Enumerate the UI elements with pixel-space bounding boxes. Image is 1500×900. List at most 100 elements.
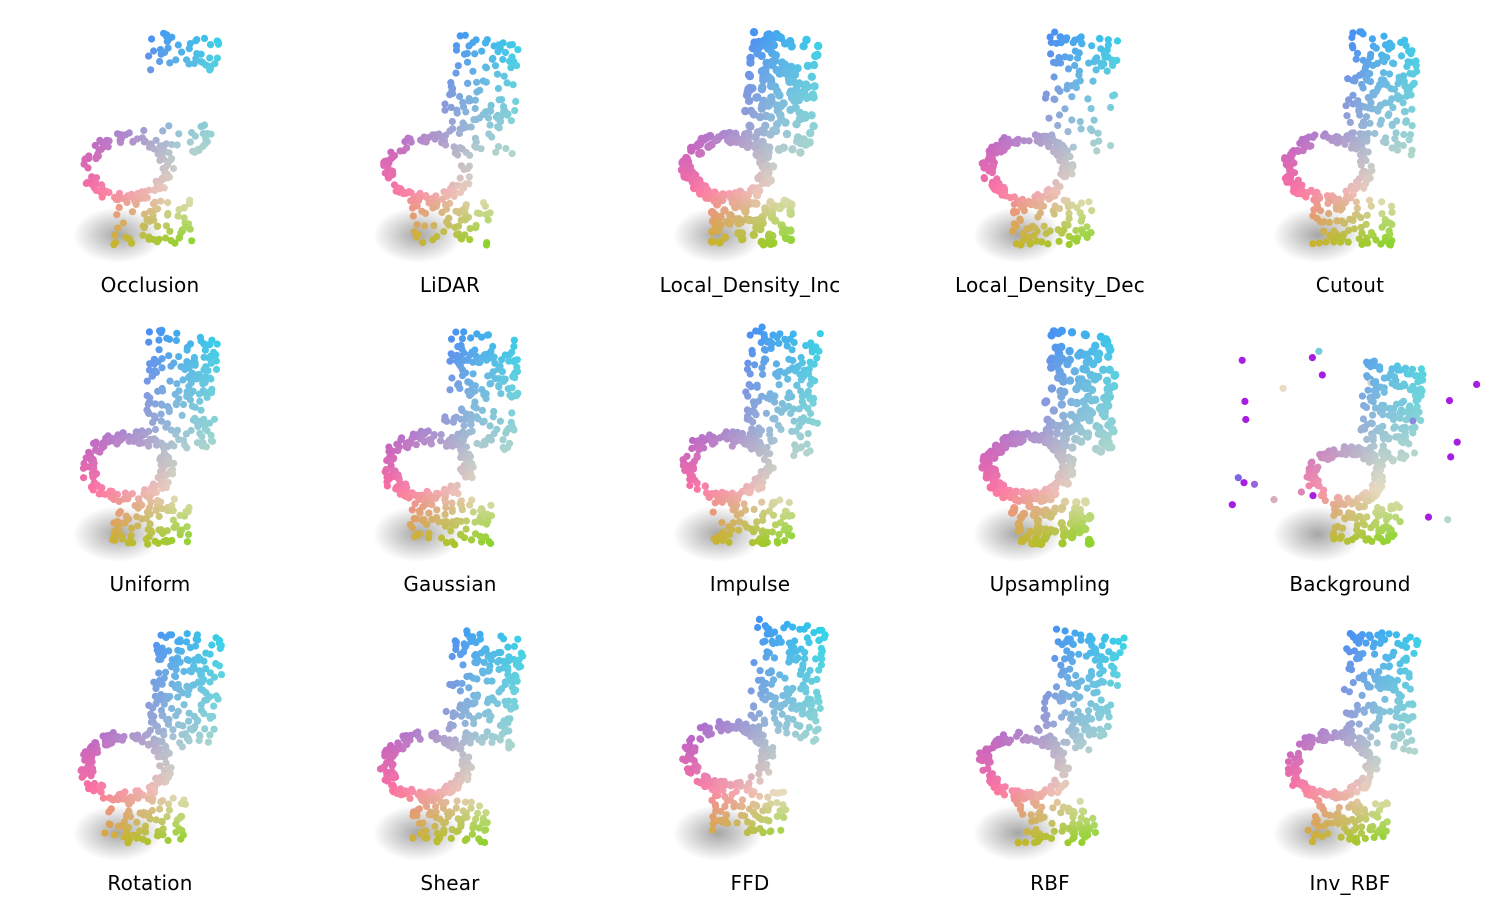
cloud-point [1305,482,1313,490]
cloud-point [744,392,752,400]
cloud-point [1017,241,1025,249]
cloud-point [484,216,492,224]
cloud-point [1072,398,1082,408]
cloud-point [1058,456,1067,465]
cloud-point [1377,240,1385,248]
cloud-point [719,536,727,544]
cloud-point [157,50,165,58]
cloud-point [1412,397,1420,405]
cloud-point [456,32,464,40]
cloud-point [1372,236,1380,244]
cloud-point [172,401,180,409]
cloud-point [1058,539,1067,548]
cloud-point [477,145,485,153]
cloud-point [1413,403,1421,411]
outlier-point [1445,397,1454,405]
cloud-point [180,214,188,222]
cloud-point [448,652,456,661]
cloud-point [709,440,717,448]
cloud-point [1325,209,1333,218]
cloud-point [453,109,461,117]
cloud-point [770,654,779,662]
cloud-point [1068,116,1076,124]
cloud-point [401,138,409,146]
cloud-point [775,339,783,347]
cloud-point [1366,119,1374,127]
cloud-point [396,147,404,155]
cloud-point [781,537,789,545]
cloud-point [1366,78,1375,86]
cloud-point [813,419,821,427]
cloud-point [421,222,429,230]
cloud-point [428,501,436,509]
cloud-point [1106,679,1115,687]
cloud-point [686,481,694,490]
cloud-point [1360,521,1368,529]
cloud-point [146,789,154,797]
cloud-point [729,506,737,514]
cloud-point [124,539,132,547]
panel-uniform: Uniform [0,299,300,598]
cloud-point [482,64,490,72]
cloud-point [491,62,500,70]
cloud-point [111,231,119,239]
cloud-point [758,364,766,372]
cloud-point [790,96,799,106]
cloud-point [809,122,818,131]
cloud-point [771,398,779,406]
cloud-point [709,820,717,828]
cloud-point [213,340,221,348]
cloud-point [812,655,820,663]
cloud-point [788,145,797,154]
cloud-point [460,50,469,58]
cloud-point [80,474,88,482]
cloud-point [152,685,160,693]
cloud-point [1054,121,1062,130]
cloud-point [115,497,123,505]
cloud-point [1396,366,1404,374]
cloud-point [511,374,519,382]
cloud-point [1109,427,1118,436]
cloud-point [769,639,777,648]
cloud-point [206,714,214,722]
cloud-point [783,342,791,350]
cloud-point [145,52,153,60]
cloud-point [774,726,782,734]
cloud-point [738,803,746,811]
cloud-point [1008,508,1017,517]
cloud-point [158,818,166,826]
cloud-point [159,529,167,538]
cloud-point [183,638,191,646]
cloud-point [184,530,193,539]
cloud-point [1017,536,1026,546]
cloud-point [146,815,154,823]
cloud-point [471,518,479,526]
cloud-point [753,518,761,526]
cloud-point [501,658,509,666]
cloud-point [1320,227,1328,235]
cloud-point [435,518,443,526]
cloud-point [1088,42,1096,50]
cloud-point [1091,656,1099,664]
cloud-point [160,731,168,739]
cloud-point [120,833,128,841]
point-cloud-rotation [73,630,226,861]
cloud-point [764,101,773,110]
cloud-point [169,164,178,173]
cloud-point [1084,539,1094,548]
cloud-point [1010,200,1018,208]
cloud-point [170,442,178,450]
cloud-point [184,373,193,382]
cloud-point [385,174,393,182]
cloud-point [704,731,712,739]
cloud-point [415,820,424,828]
cloud-point [1394,140,1402,148]
cloud-point [1054,328,1063,338]
cloud-point [461,798,470,806]
cloud-point [744,359,752,367]
cloud-point [745,71,755,81]
outlier-point [1447,453,1455,461]
cloud-point [1325,218,1333,227]
cloud-point [752,199,761,208]
cloud-point [457,216,465,224]
